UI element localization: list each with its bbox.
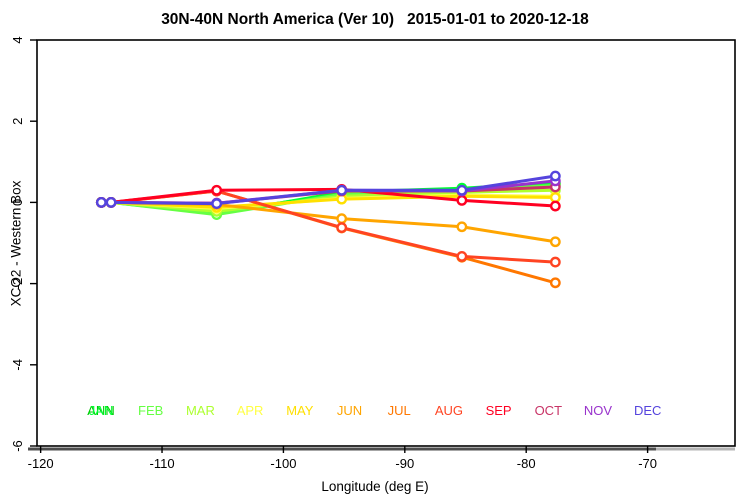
x-axis-title: Longitude (deg E) [321, 479, 429, 494]
x-tick-label: -100 [270, 456, 296, 471]
y-tick-label: 2 [10, 118, 25, 125]
legend-label-AUG: AUG [435, 403, 463, 418]
chart-title: 30N-40N North America (Ver 10) 2015-01-0… [161, 11, 589, 28]
x-tick-label: -110 [150, 456, 175, 471]
legend-label-OCT: OCT [535, 403, 563, 418]
y-tick-label: 4 [10, 36, 25, 43]
x-tick-label: -90 [395, 456, 414, 471]
x-tick-label: -120 [28, 456, 54, 471]
legend-label-APR: APR [237, 403, 264, 418]
legend-label-JAN: JAN [89, 403, 114, 418]
legend-label-SEP: SEP [486, 403, 512, 418]
legend-label-NOV: NOV [584, 403, 613, 418]
y-tick-label: -4 [10, 359, 25, 371]
data-point-JUL [549, 277, 561, 289]
data-point-JUN [456, 221, 468, 233]
data-point-DEC [456, 184, 468, 196]
data-point-SEP [456, 194, 468, 206]
data-point-DEC [105, 196, 117, 208]
plot-frame [36, 39, 736, 447]
data-point-AUG [456, 250, 468, 262]
legend-label-MAY: MAY [286, 403, 314, 418]
data-point-JUN [549, 236, 561, 248]
y-tick-label: -6 [10, 440, 25, 452]
data-point-DEC [211, 198, 223, 210]
data-point-SEP [211, 184, 223, 196]
y-tick-label: -2 [10, 278, 25, 290]
data-point-DEC [549, 170, 561, 182]
data-point-MAY [549, 192, 561, 203]
data-point-DEC [95, 196, 107, 208]
legend-label-MAR: MAR [186, 403, 215, 418]
x-tick-label: -80 [517, 456, 536, 471]
y-tick-label: 0 [10, 199, 25, 206]
data-point-AUG [336, 222, 348, 233]
legend-label-JUN: JUN [337, 403, 362, 418]
data-point-AUG [549, 256, 561, 268]
data-point-DEC [336, 184, 348, 196]
legend-label-JUL: JUL [388, 403, 411, 418]
data-point-SEP [549, 200, 561, 212]
legend-label-ANN: ANN [87, 403, 114, 418]
legend-label-FEB: FEB [138, 403, 163, 418]
data-point-JUN [336, 213, 348, 225]
legend-label-DEC: DEC [634, 403, 661, 418]
x-tick-label: -70 [638, 456, 657, 471]
